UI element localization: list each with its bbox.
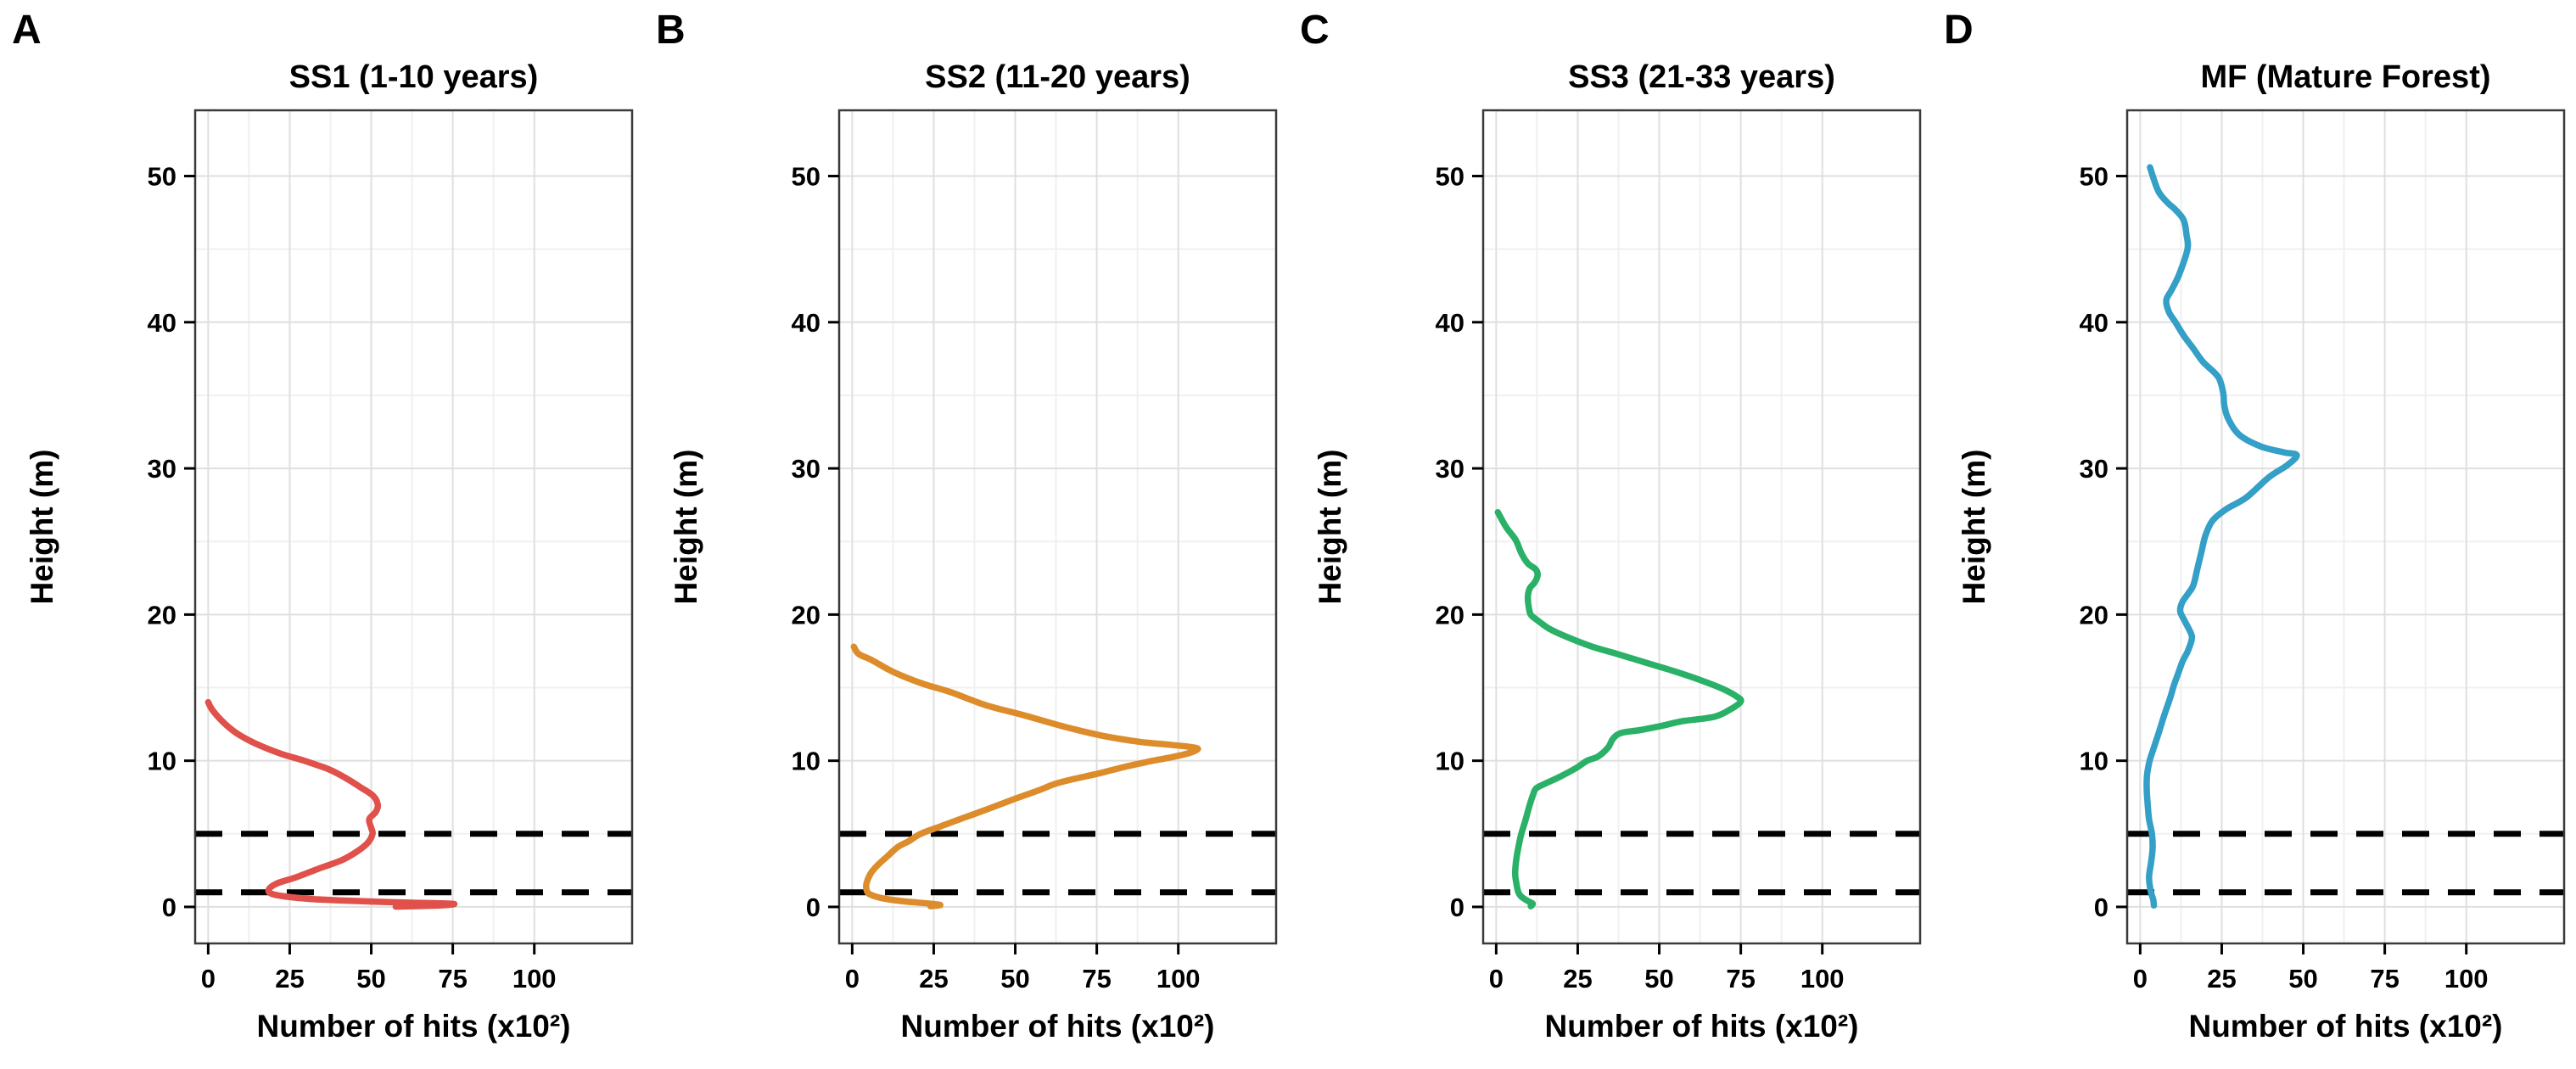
reference-dashed-lines bbox=[839, 831, 1276, 896]
x-tick-label: 75 bbox=[1082, 964, 1111, 993]
panel-mf: D MF (Mature Forest) 0 25 50 75 100 0 10 20 30 40… bbox=[1932, 0, 2576, 1069]
x-tick-label: 0 bbox=[845, 964, 860, 993]
axis-ticks: 0 25 50 75 100 0 10 20 30 40 50 bbox=[148, 162, 557, 993]
chart-ss3: 0 25 50 75 100 0 10 20 30 40 50 Number of hits (x10… bbox=[1313, 109, 1922, 1044]
grid-minor bbox=[2127, 110, 2564, 943]
y-axis-title: Height (m) bbox=[1957, 450, 1991, 605]
panel-border bbox=[837, 109, 1278, 945]
panel-title-mf: MF (Mature Forest) bbox=[2200, 59, 2491, 95]
y-tick-label: 30 bbox=[2080, 454, 2108, 484]
grid-minor bbox=[195, 110, 632, 943]
x-tick-label: 75 bbox=[1726, 964, 1755, 993]
panel-letter-a: A bbox=[12, 8, 42, 53]
profile-curve-ss3 bbox=[1494, 509, 1744, 909]
profile-curve-ss1 bbox=[204, 698, 458, 910]
grid-major bbox=[1483, 110, 1920, 943]
y-axis-title: Height (m) bbox=[1313, 450, 1347, 605]
x-tick-label: 25 bbox=[275, 964, 304, 993]
x-tick-label: 75 bbox=[438, 964, 467, 993]
panel-letter-c: C bbox=[1300, 8, 1330, 53]
y-tick-label: 40 bbox=[792, 308, 820, 338]
x-tick-label: 25 bbox=[2207, 964, 2236, 993]
x-tick-label: 50 bbox=[1644, 964, 1673, 993]
y-tick-label: 50 bbox=[2080, 162, 2108, 192]
reference-dashed-lines bbox=[1483, 831, 1920, 896]
panel-letter-b: B bbox=[656, 8, 686, 53]
y-tick-label: 10 bbox=[2080, 747, 2108, 776]
x-tick-label: 25 bbox=[919, 964, 948, 993]
axis-ticks: 0 25 50 75 100 0 10 20 30 40 50 bbox=[1436, 162, 1845, 993]
y-tick-label: 0 bbox=[806, 893, 820, 922]
x-tick-label: 100 bbox=[1800, 964, 1845, 993]
grid-major bbox=[839, 110, 1276, 943]
x-tick-label: 25 bbox=[1563, 964, 1592, 993]
x-tick-label: 0 bbox=[201, 964, 216, 993]
x-tick-label: 50 bbox=[356, 964, 385, 993]
x-tick-label: 50 bbox=[2288, 964, 2317, 993]
y-tick-label: 10 bbox=[792, 747, 820, 776]
y-tick-label: 30 bbox=[148, 454, 176, 484]
chart-mf: 0 25 50 75 100 0 10 20 30 40 50 Number of hits (x10… bbox=[1957, 109, 2566, 1044]
panel-border bbox=[1481, 109, 1922, 945]
y-tick-label: 30 bbox=[1436, 454, 1464, 484]
x-tick-label: 100 bbox=[1156, 964, 1201, 993]
y-tick-label: 40 bbox=[148, 308, 176, 338]
x-tick-label: 100 bbox=[512, 964, 557, 993]
x-axis-title: Number of hits (x10²) bbox=[900, 1009, 1214, 1044]
x-axis-title: Number of hits (x10²) bbox=[2188, 1009, 2502, 1044]
panel-ss2: B SS2 (11-20 years) 0 25 50 75 100 0 10 20 30 40 5… bbox=[644, 0, 1288, 1069]
y-axis-title: Height (m) bbox=[669, 450, 703, 605]
reference-dashed-lines bbox=[2127, 831, 2564, 896]
reference-dashed-lines bbox=[195, 831, 632, 896]
x-tick-label: 0 bbox=[2133, 964, 2148, 993]
y-tick-label: 20 bbox=[792, 600, 820, 630]
y-tick-label: 20 bbox=[2080, 600, 2108, 630]
grid-major bbox=[2127, 110, 2564, 943]
axis-ticks: 0 25 50 75 100 0 10 20 30 40 50 bbox=[2080, 162, 2489, 993]
x-tick-label: 75 bbox=[2370, 964, 2399, 993]
profile-curve-mf bbox=[2143, 164, 2300, 909]
x-axis-title: Number of hits (x10²) bbox=[1544, 1009, 1858, 1044]
y-tick-label: 50 bbox=[1436, 162, 1464, 192]
panel-title-ss1: SS1 (1-10 years) bbox=[288, 59, 539, 95]
grid-minor bbox=[1483, 110, 1920, 943]
y-tick-label: 10 bbox=[1436, 747, 1464, 776]
grid-minor bbox=[839, 110, 1276, 943]
x-axis-title: Number of hits (x10²) bbox=[256, 1009, 570, 1044]
panel-ss3: C SS3 (21-33 years) 0 25 50 75 100 0 10 20 30 40 5… bbox=[1288, 0, 1932, 1069]
x-tick-label: 0 bbox=[1489, 964, 1504, 993]
chart-ss2: 0 25 50 75 100 0 10 20 30 40 50 Number of hits (x10… bbox=[669, 109, 1278, 1044]
y-tick-label: 50 bbox=[148, 162, 176, 192]
x-tick-label: 100 bbox=[2444, 964, 2489, 993]
y-tick-label: 50 bbox=[792, 162, 820, 192]
grid-major bbox=[195, 110, 632, 943]
axis-ticks: 0 25 50 75 100 0 10 20 30 40 50 bbox=[792, 162, 1201, 993]
chart-ss1: 0 25 50 75 100 0 10 20 30 40 50 Number of hits (x10… bbox=[25, 109, 634, 1044]
y-tick-label: 0 bbox=[2094, 893, 2108, 922]
x-tick-label: 50 bbox=[1000, 964, 1029, 993]
y-tick-label: 40 bbox=[1436, 308, 1464, 338]
panel-letter-d: D bbox=[1944, 8, 1974, 53]
y-axis-title: Height (m) bbox=[25, 450, 59, 605]
profile-curve-ss2 bbox=[850, 643, 1201, 909]
y-tick-label: 10 bbox=[148, 747, 176, 776]
y-tick-label: 20 bbox=[1436, 600, 1464, 630]
y-tick-label: 20 bbox=[148, 600, 176, 630]
panel-border bbox=[2125, 109, 2566, 945]
panel-title-ss3: SS3 (21-33 years) bbox=[1568, 59, 1835, 95]
y-tick-label: 0 bbox=[162, 893, 176, 922]
y-tick-label: 0 bbox=[1450, 893, 1464, 922]
panel-ss1: A SS1 (1-10 years) 0 25 50 75 100 0 10 20 30 40 50… bbox=[0, 0, 644, 1069]
panel-border bbox=[193, 109, 634, 945]
panel-title-ss2: SS2 (11-20 years) bbox=[925, 59, 1190, 95]
y-tick-label: 40 bbox=[2080, 308, 2108, 338]
y-tick-label: 30 bbox=[792, 454, 820, 484]
